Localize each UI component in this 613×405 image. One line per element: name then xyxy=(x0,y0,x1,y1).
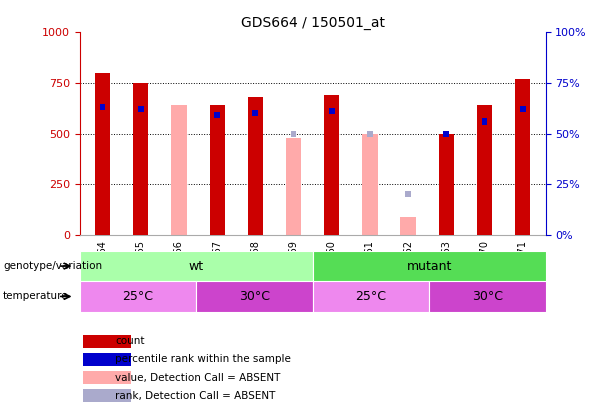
Bar xyxy=(215,112,220,118)
Text: mutant: mutant xyxy=(406,260,452,273)
Bar xyxy=(83,389,131,403)
Bar xyxy=(138,107,143,113)
Bar xyxy=(362,134,378,235)
Bar xyxy=(329,109,335,115)
Bar xyxy=(515,79,530,235)
Text: 30°C: 30°C xyxy=(239,290,270,303)
Text: genotype/variation: genotype/variation xyxy=(3,261,102,271)
Bar xyxy=(286,138,301,235)
Bar xyxy=(400,217,416,235)
Bar xyxy=(95,73,110,235)
Text: wt: wt xyxy=(189,260,204,273)
Text: 25°C: 25°C xyxy=(356,290,386,303)
Bar xyxy=(313,251,546,281)
Text: temperature: temperature xyxy=(3,292,69,301)
Bar xyxy=(482,119,487,125)
Bar xyxy=(83,335,131,348)
Bar xyxy=(313,281,429,312)
Bar xyxy=(439,134,454,235)
Bar xyxy=(100,104,105,111)
Bar xyxy=(83,353,131,366)
Text: count: count xyxy=(115,336,145,346)
Bar xyxy=(477,105,492,235)
Bar xyxy=(291,130,297,137)
Bar xyxy=(248,97,263,235)
Bar xyxy=(520,107,525,113)
Text: 25°C: 25°C xyxy=(123,290,153,303)
Text: percentile rank within the sample: percentile rank within the sample xyxy=(115,354,291,364)
Bar xyxy=(133,83,148,235)
Bar xyxy=(429,281,546,312)
Bar xyxy=(324,95,340,235)
Bar xyxy=(210,105,225,235)
Text: rank, Detection Call = ABSENT: rank, Detection Call = ABSENT xyxy=(115,391,276,401)
Bar xyxy=(172,105,186,235)
Bar xyxy=(443,130,449,137)
Bar xyxy=(196,281,313,312)
Text: value, Detection Call = ABSENT: value, Detection Call = ABSENT xyxy=(115,373,281,383)
Text: 30°C: 30°C xyxy=(472,290,503,303)
Bar xyxy=(80,281,196,312)
Bar xyxy=(405,192,411,198)
Bar xyxy=(80,251,313,281)
Bar xyxy=(83,371,131,384)
Title: GDS664 / 150501_at: GDS664 / 150501_at xyxy=(241,16,384,30)
Bar xyxy=(367,130,373,137)
Bar xyxy=(253,111,258,117)
